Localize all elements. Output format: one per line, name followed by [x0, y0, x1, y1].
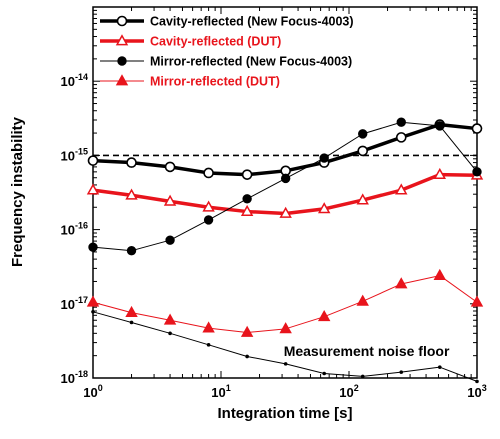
- x-tick-label: 100: [83, 383, 102, 400]
- small-dot-marker: [437, 365, 442, 369]
- open-circle-marker: [87, 155, 99, 166]
- small-dot-marker: [168, 331, 172, 336]
- legend-label-1: Cavity-reflected (DUT): [150, 35, 281, 49]
- open-triangle-marker: [395, 183, 408, 195]
- filled-circle-marker: [358, 129, 368, 139]
- small-dot-marker: [283, 362, 288, 366]
- open-triangle-marker: [356, 193, 369, 205]
- filled-circle-marker: [242, 194, 252, 204]
- open-triangle-marker: [163, 194, 177, 206]
- small-dot-marker: [360, 374, 365, 379]
- open-circle-marker: [395, 132, 407, 143]
- tick-labels: 100 101 102 103 10-18 10-17 10-16 10-15 10-14: [61, 72, 487, 400]
- open-circle-marker: [357, 145, 369, 157]
- filled-triangle-marker: [115, 74, 129, 86]
- small-dot-marker: [475, 379, 479, 384]
- small-dot-marker: [91, 310, 95, 314]
- series-0: [87, 119, 483, 180]
- x-tick-label: 102: [339, 383, 358, 400]
- filled-circle-marker: [165, 235, 175, 245]
- x-tick-label: 103: [467, 383, 486, 400]
- filled-circle-marker: [117, 56, 127, 66]
- open-triangle-marker: [86, 183, 100, 195]
- filled-circle-marker: [472, 167, 482, 177]
- open-circle-marker: [241, 169, 253, 180]
- small-dot-marker: [322, 371, 326, 376]
- x-tick-label: 101: [211, 383, 230, 400]
- filled-circle-marker: [280, 173, 291, 184]
- small-dot-marker: [245, 354, 249, 359]
- legend-label-2: Mirror-reflected (New Focus-4003): [150, 55, 352, 69]
- y-tick-label: 10-15: [61, 146, 88, 163]
- open-circle-marker: [203, 167, 214, 179]
- small-dot-marker: [206, 343, 211, 347]
- filled-triangle-marker: [202, 321, 215, 333]
- open-circle-marker: [471, 123, 483, 134]
- noise-floor-annotation: Measurement noise floor: [284, 343, 450, 359]
- open-triangle-marker: [433, 167, 447, 180]
- open-triangle-marker: [115, 34, 129, 46]
- open-triangle-marker: [317, 202, 331, 214]
- series-group: [86, 117, 484, 384]
- filled-triangle-marker: [163, 313, 177, 325]
- filled-triangle-marker: [86, 295, 100, 307]
- filled-circle-marker: [88, 242, 98, 252]
- filled-circle-marker: [435, 121, 445, 131]
- legend: Cavity-reflected (New Focus-4003) Cavity-…: [100, 15, 354, 89]
- filled-triangle-marker: [279, 322, 292, 334]
- small-dot-marker: [129, 320, 134, 325]
- filled-circle-marker: [396, 117, 406, 127]
- filled-triangle-marker: [470, 295, 484, 307]
- filled-circle-marker: [126, 245, 137, 256]
- series-3: [86, 268, 484, 337]
- y-tick-label: 10-18: [61, 369, 88, 386]
- y-tick-label: 10-17: [61, 295, 88, 312]
- open-circle-marker: [126, 157, 137, 168]
- filled-circle-marker: [319, 153, 329, 163]
- filled-triangle-marker: [433, 268, 447, 280]
- series-2-line: [92, 121, 478, 252]
- y-tick-label: 10-14: [61, 72, 88, 89]
- open-triangle-marker: [240, 204, 254, 216]
- small-dot-marker: [399, 370, 404, 374]
- open-circle-marker: [116, 15, 128, 27]
- open-triangle-marker: [202, 200, 215, 212]
- open-triangle-marker: [125, 188, 138, 200]
- filled-triangle-marker: [356, 294, 369, 306]
- y-tick-label: 10-16: [61, 221, 88, 238]
- open-triangle-marker: [279, 206, 292, 218]
- x-axis-title: Integration time [s]: [217, 405, 352, 422]
- legend-label-3: Mirror-reflected (DUT): [150, 75, 280, 89]
- series-4: [91, 310, 479, 384]
- filled-circle-marker: [203, 215, 214, 225]
- open-circle-marker: [164, 161, 176, 173]
- legend-label-0: Cavity-reflected (New Focus-4003): [150, 15, 354, 29]
- series-2: [88, 117, 482, 256]
- filled-triangle-marker: [240, 325, 254, 337]
- filled-triangle-marker: [125, 305, 138, 318]
- filled-triangle-marker: [317, 309, 331, 322]
- filled-triangle-marker: [395, 277, 408, 289]
- y-axis-title: Frequency instability: [9, 116, 26, 267]
